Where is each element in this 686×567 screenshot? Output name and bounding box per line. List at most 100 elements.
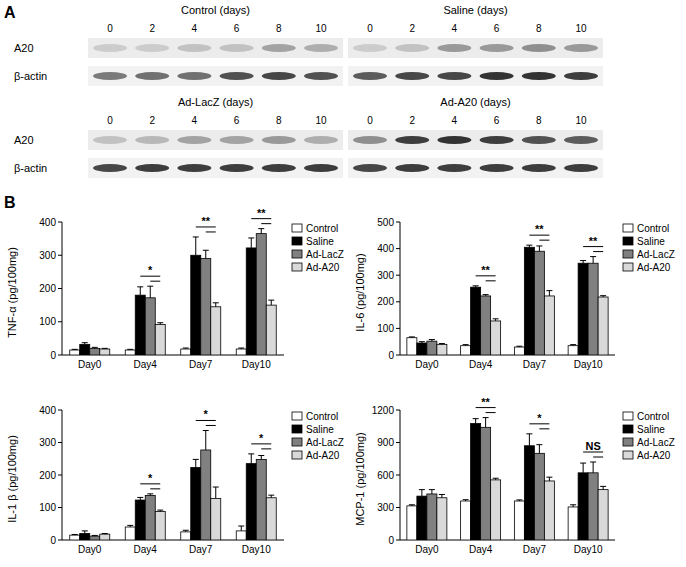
error-cap: [580, 260, 586, 261]
legend-label: Ad-A20: [306, 450, 340, 461]
sig-line: [486, 412, 496, 413]
y-tick: [396, 275, 400, 276]
legend-swatch: [292, 224, 302, 232]
y-tick: [396, 355, 400, 356]
blot-band: [564, 164, 598, 172]
error-cap: [493, 318, 499, 319]
sig-label: *: [204, 408, 209, 420]
error-bar: [590, 462, 596, 473]
y-tick-label: 0: [50, 535, 56, 546]
blot-panel: Ad-A20 (days)0246810: [348, 96, 603, 178]
bar: [437, 498, 447, 540]
blot-band: [564, 44, 598, 52]
bar: [266, 498, 276, 540]
bar: [534, 251, 544, 355]
bar: [588, 263, 598, 355]
y-tick: [58, 540, 62, 541]
day-label: 8: [536, 23, 542, 34]
y-axis: [400, 222, 401, 355]
error-stem: [251, 454, 252, 464]
bar: [145, 298, 155, 355]
bar-chart: 0100200300400TNF-α (pg/100mg)Day0Day4Day…: [6, 207, 344, 370]
sig-label: NS: [585, 440, 600, 452]
error-cap: [137, 497, 143, 498]
y-tick-label: 300: [39, 250, 56, 261]
blot-strip: [348, 38, 603, 58]
y-tick-label: 400: [39, 217, 56, 228]
day-label: 10: [575, 115, 587, 126]
y-tick-label: 100: [39, 316, 56, 327]
sig-line: [593, 251, 603, 252]
bar: [427, 341, 437, 355]
error-bar: [248, 238, 254, 248]
sig-line: [261, 448, 271, 449]
x-tick-label: Day10: [574, 544, 603, 555]
bar: [211, 307, 221, 355]
bar: [236, 531, 246, 540]
blot-band: [135, 136, 169, 144]
y-tick: [396, 248, 400, 249]
error-stem: [261, 229, 262, 234]
sig-label: **: [481, 264, 490, 276]
error-cap: [493, 478, 499, 479]
error-bar: [570, 505, 576, 507]
x-tick-label: Day10: [574, 359, 603, 370]
blot-band: [135, 72, 169, 80]
error-bar: [536, 445, 542, 454]
y-tick: [396, 442, 400, 443]
error-bar: [526, 434, 532, 446]
bar: [181, 532, 191, 540]
bar: [90, 536, 100, 540]
bar: [481, 427, 491, 540]
error-cap: [268, 495, 274, 496]
sig-label: **: [257, 207, 266, 219]
bar: [246, 248, 256, 355]
error-bar: [483, 295, 489, 296]
bar: [90, 348, 100, 355]
plot-area: [70, 430, 277, 540]
error-stem: [475, 419, 476, 424]
bar: [427, 494, 437, 540]
error-cap: [439, 494, 445, 495]
error-bar: [546, 291, 552, 296]
y-tick: [58, 475, 62, 476]
blot-band: [395, 136, 429, 144]
y-tick-label: 300: [39, 437, 56, 448]
x-tick-label: Day7: [189, 359, 213, 370]
error-stem: [549, 291, 550, 296]
blot-band: [564, 72, 598, 80]
blot-band: [135, 44, 169, 52]
error-cap: [419, 489, 425, 490]
sig-line: [539, 428, 549, 429]
legend: ControlSalineAd-LacZAd-A20: [292, 411, 344, 461]
blot-band: [564, 136, 598, 144]
error-bar: [248, 454, 254, 464]
blot-strip: [88, 66, 343, 86]
y-tick-label: 300: [377, 270, 394, 281]
error-bar: [258, 456, 264, 460]
y-tick: [58, 410, 62, 411]
error-cap: [536, 245, 542, 246]
error-cap: [102, 348, 108, 349]
y-tick-label: 0: [388, 535, 394, 546]
legend-label: Saline: [637, 236, 665, 247]
bar: [407, 338, 417, 355]
blot-band: [220, 72, 254, 80]
day-label: 10: [575, 23, 587, 34]
error-bar: [147, 494, 153, 496]
error-bar: [439, 343, 445, 345]
y-tick-label: 600: [377, 470, 394, 481]
blot-band: [522, 164, 556, 172]
blot-band: [437, 164, 471, 172]
sig-line: [206, 231, 216, 232]
x-tick-label: Day4: [469, 359, 493, 370]
error-cap: [137, 286, 143, 287]
bar: [236, 349, 246, 355]
day-label: 6: [494, 23, 500, 34]
y-tick-label: 100: [377, 323, 394, 334]
error-bar: [493, 478, 499, 480]
row-label: A20: [14, 42, 34, 54]
error-bar: [429, 490, 435, 494]
blot-band: [353, 164, 387, 172]
error-cap: [157, 322, 163, 323]
